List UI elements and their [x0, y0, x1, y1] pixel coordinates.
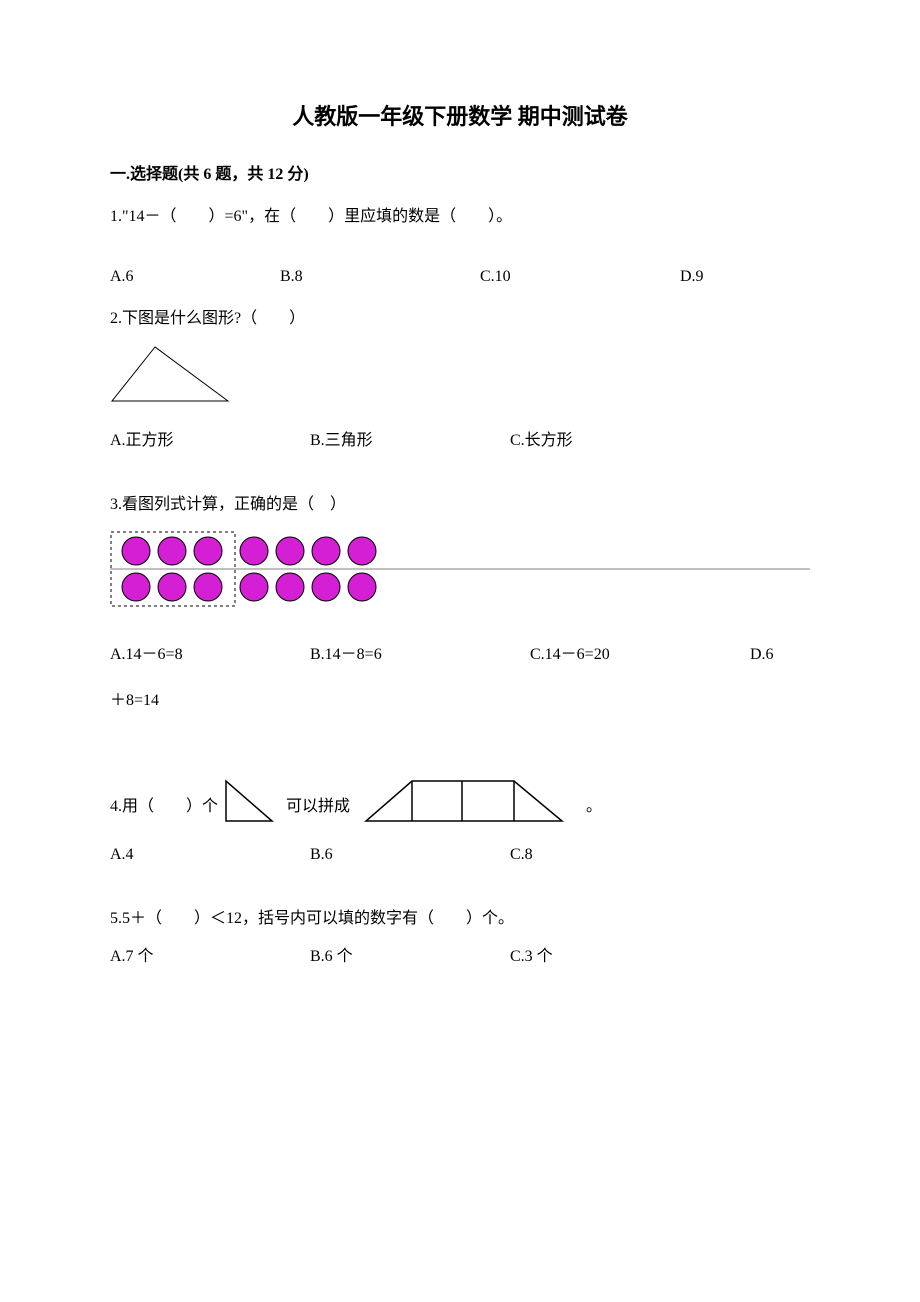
dots-diagram: [110, 531, 810, 607]
question-1: 1."14－（ ）=6"，在（ ）里应填的数是（ ）。 A.6 B.8 C.10…: [110, 205, 810, 289]
dot: [158, 537, 186, 565]
q5-options: A.7 个 B.6 个 C.3 个: [110, 945, 810, 969]
triangle-icon: [110, 345, 230, 403]
q4-options: A.4 B.6 C.8: [110, 843, 810, 867]
q3-options: A.14－6=8 B.14－8=6 C.14－6=20 D.6: [110, 643, 810, 667]
dot: [312, 573, 340, 601]
dot: [158, 573, 186, 601]
q3-option-c: C.14－6=20: [530, 643, 750, 667]
dot: [240, 573, 268, 601]
q3-option-d-pre: D.6: [750, 643, 774, 667]
section-choice-header: 一.选择题(共 6 题，共 12 分): [110, 163, 810, 187]
q3-option-b: B.14－8=6: [310, 643, 530, 667]
dot: [348, 537, 376, 565]
question-4: 4.用（ ）个 可以拼成 。 A.4 B.6 C.8: [110, 779, 810, 867]
dot: [312, 537, 340, 565]
question-2: 2.下图是什么图形?（ ） A.正方形 B.三角形 C.长方形: [110, 307, 810, 453]
trapezoid-icon: [364, 779, 568, 825]
q2-options: A.正方形 B.三角形 C.长方形: [110, 429, 810, 453]
q5-option-a: A.7 个: [110, 945, 310, 969]
dot: [122, 537, 150, 565]
dot: [276, 537, 304, 565]
dot: [122, 573, 150, 601]
dot: [194, 537, 222, 565]
dot: [276, 573, 304, 601]
q4-text-pre: 4.用（ ）个: [110, 795, 218, 825]
q1-option-d: D.9: [680, 265, 780, 289]
q4-text-mid: 可以拼成: [286, 795, 350, 825]
q3-dots-figure: [110, 531, 810, 615]
question-5: 5.5＋（ ）＜12，括号内可以填的数字有（ ）个。 A.7 个 B.6 个 C…: [110, 907, 810, 969]
dot: [240, 537, 268, 565]
exam-title: 人教版一年级下册数学 期中测试卷: [110, 100, 810, 133]
q4-option-a: A.4: [110, 843, 310, 867]
dot: [348, 573, 376, 601]
q2-option-b: B.三角形: [310, 429, 510, 453]
q2-text: 2.下图是什么图形?（ ）: [110, 307, 810, 331]
question-3: 3.看图列式计算，正确的是（ ） A.14－6: [110, 493, 810, 713]
q1-option-c: C.10: [480, 265, 680, 289]
q3-text: 3.看图列式计算，正确的是（ ）: [110, 493, 810, 517]
q3-option-a: A.14－6=8: [110, 643, 310, 667]
q5-option-c: C.3 个: [510, 945, 710, 969]
q2-option-a: A.正方形: [110, 429, 310, 453]
q4-option-c: C.8: [510, 843, 710, 867]
q2-triangle-figure: [110, 345, 810, 411]
q1-options: A.6 B.8 C.10 D.9: [110, 265, 810, 289]
q1-option-a: A.6: [110, 265, 280, 289]
dot: [194, 573, 222, 601]
q1-option-b: B.8: [280, 265, 480, 289]
q2-option-c: C.长方形: [510, 429, 710, 453]
q4-option-b: B.6: [310, 843, 510, 867]
q5-text: 5.5＋（ ）＜12，括号内可以填的数字有（ ）个。: [110, 907, 810, 931]
q1-text: 1."14－（ ）=6"，在（ ）里应填的数是（ ）。: [110, 205, 810, 229]
small-triangle-icon: [224, 779, 280, 825]
q4-text-post: 。: [586, 795, 602, 825]
q5-option-b: B.6 个: [310, 945, 510, 969]
q3-option-d-cont: ＋8=14: [110, 689, 810, 713]
